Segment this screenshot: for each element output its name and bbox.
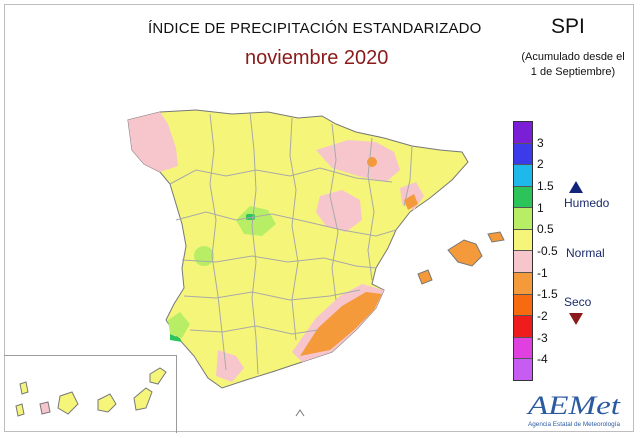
accumulated-note: (Acumulado desde el 1 de Septiembre)	[512, 50, 634, 80]
dry-area-south	[216, 350, 244, 382]
legend-tick-label: 1	[537, 200, 544, 215]
index-label: SPI	[551, 15, 585, 38]
humid-label: Humedo	[564, 196, 610, 210]
legend-tick-label: -0.5	[537, 244, 558, 258]
dry-label: Seco	[564, 295, 592, 309]
map-title: ÍNDICE DE PRECIPITACIÓN ESTANDARIZADO	[148, 20, 482, 37]
legend-tick-label: 2	[537, 157, 544, 172]
canary-islands	[15, 367, 167, 417]
legend-tick-label: -4	[537, 352, 548, 367]
aemet-logo: AEMet Agencia Estatal de Meteorología	[525, 391, 621, 428]
balearic-ibiza	[417, 269, 433, 285]
aemet-logo-subtitle: Agencia Estatal de Meteorología	[528, 422, 621, 428]
legend-tick-label: 0.5	[537, 222, 554, 237]
dry-area-valencia-coast	[404, 194, 418, 210]
legend-swatch-1	[514, 143, 532, 166]
wet-area-extremadura	[194, 246, 214, 266]
legend-tick-label: -3	[537, 330, 548, 345]
legend-swatch-5	[514, 229, 532, 252]
canary-inset-frame	[4, 355, 177, 433]
legend-tick-label: -1.5	[537, 287, 558, 302]
legend-swatch-7	[514, 273, 532, 295]
province-borders	[169, 111, 413, 375]
legend-swatch-0	[514, 122, 532, 144]
legend-swatch-11	[514, 359, 532, 380]
dry-area-iberico	[316, 190, 362, 232]
dry-area-murcia	[300, 292, 382, 356]
aemet-logo-wordmark: AEMet	[525, 391, 621, 420]
wet-area-madrid	[236, 206, 276, 236]
coast-fragment	[295, 409, 305, 417]
legend-swatch-3	[514, 186, 532, 209]
month-label: noviembre 2020	[245, 47, 389, 69]
accumulated-note-line1: (Acumulado desde el	[521, 51, 625, 63]
legend-tick-label: 1.5	[537, 179, 554, 193]
normal-label: Normal	[566, 246, 605, 260]
dry-spot-ebro	[367, 157, 377, 167]
legend-swatch-2	[514, 165, 532, 187]
legend-swatch-6	[514, 251, 532, 274]
wet-spot-coast	[170, 334, 182, 342]
balearic-mallorca	[447, 239, 483, 267]
accumulated-note-line2: 1 de Septiembre)	[530, 66, 616, 78]
legend-swatch-8	[514, 294, 532, 317]
dry-arrow-icon	[569, 313, 583, 325]
dry-area-ebro	[316, 140, 400, 182]
legend-swatch-9	[514, 316, 532, 338]
map-frame	[4, 4, 634, 432]
legend-swatch-4	[514, 208, 532, 230]
humid-arrow-icon	[569, 181, 583, 193]
legend-tick-label: -1	[537, 265, 548, 280]
legend-color-bar	[513, 121, 533, 381]
dry-area-galicia	[128, 112, 178, 172]
wet-area-huelva	[168, 312, 190, 338]
balearic-menorca	[487, 231, 505, 243]
legend-tick-label: -2	[537, 309, 548, 323]
legend-swatch-10	[514, 337, 532, 360]
legend-tick-label: 3	[537, 135, 544, 150]
